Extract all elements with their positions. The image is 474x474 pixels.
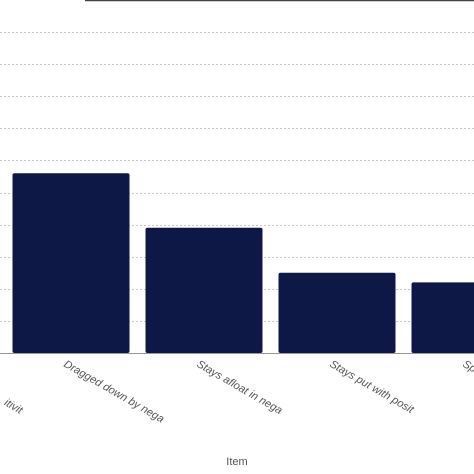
bar — [278, 272, 396, 353]
bar — [12, 173, 130, 353]
x-axis-title: Item — [226, 456, 247, 468]
x-tick-label: Stays put with posit — [328, 358, 417, 416]
x-tick-label: Dragged down by nega — [62, 358, 167, 425]
bar — [411, 282, 474, 353]
x-tick-label: Stays afloat in nega — [195, 358, 285, 417]
bar — [145, 227, 263, 353]
x-tick-label: Spo — [461, 358, 474, 378]
x-tick-label: itivit — [2, 397, 25, 417]
